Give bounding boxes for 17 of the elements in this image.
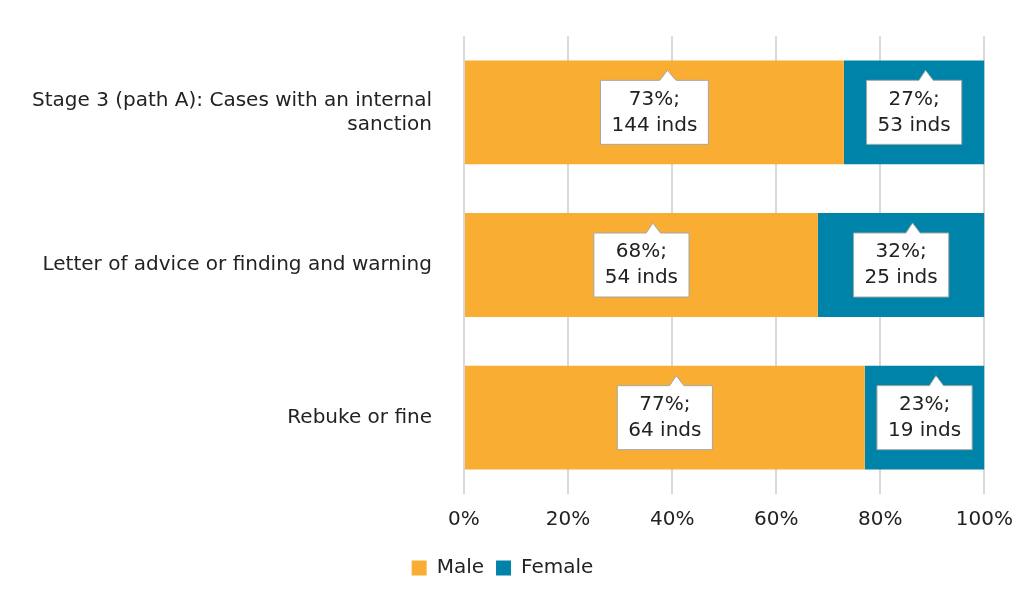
y-tick-label: Letter of advice or finding and warning [42,251,432,276]
data-label: 77%; 64 inds [628,390,702,441]
data-label: 68%; 54 inds [604,238,679,289]
y-tick-label: Rebuke or fine [287,403,432,428]
data-label: 32%; 25 inds [864,238,938,289]
data-label: 73%; 144 inds [611,85,698,136]
y-tick-label: Stage 3 (path A): Cases with an internal sanction [32,86,432,135]
legend-label: Male [436,554,485,579]
x-tick-label: 20% [545,506,591,531]
legend-label: Female [521,554,594,579]
x-tick-label: 60% [754,506,799,531]
x-tick-label: 80% [858,506,903,531]
x-tick-label: 0% [448,506,480,531]
data-label: 23%; 19 inds [887,390,962,441]
x-tick-label: 100% [955,506,1013,531]
x-tick-label: 40% [649,506,695,531]
data-label: 27%; 53 inds [877,85,951,136]
